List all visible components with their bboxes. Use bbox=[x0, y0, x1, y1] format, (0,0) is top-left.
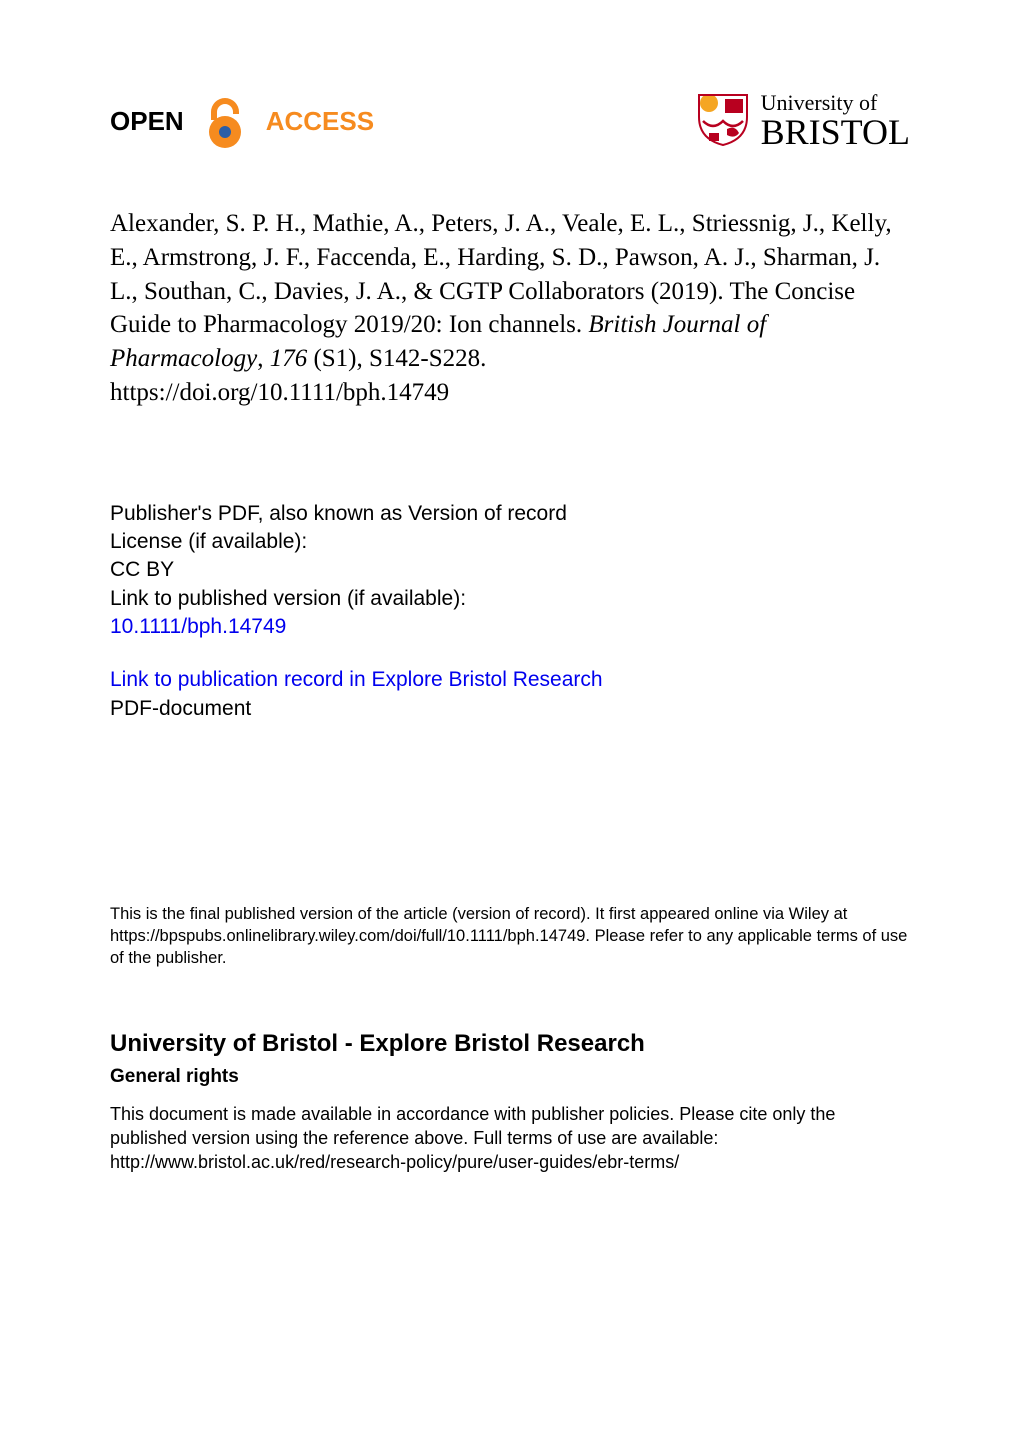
open-text: OPEN bbox=[110, 106, 184, 137]
open-access-logo: OPEN ACCESS bbox=[110, 90, 374, 152]
link-pub-value[interactable]: 10.1111/bph.14749 bbox=[110, 613, 910, 641]
footer-body: This document is made available in accor… bbox=[110, 1102, 910, 1175]
version-block: Publisher's PDF, also known as Version o… bbox=[110, 500, 910, 642]
university-name-block: University of BRISTOL bbox=[761, 91, 910, 152]
citation-block: Alexander, S. P. H., Mathie, A., Peters,… bbox=[110, 207, 910, 410]
header-row: OPEN ACCESS University of BRISTOL bbox=[110, 90, 910, 152]
citation-pages: S142-S228. bbox=[369, 345, 486, 372]
footer-block: University of Bristol - Explore Bristol … bbox=[110, 1030, 910, 1175]
citation-doi-link[interactable]: https://doi.org/10.1111/bph.14749 bbox=[110, 379, 449, 406]
pdf-label: PDF-document bbox=[110, 695, 910, 723]
link-pub-label: Link to published version (if available)… bbox=[110, 585, 910, 613]
university-of-bristol-logo: University of BRISTOL bbox=[695, 91, 910, 152]
publisher-note: This is the final published version of t… bbox=[110, 903, 910, 970]
license-label: License (if available): bbox=[110, 528, 910, 556]
university-line1: University of bbox=[761, 91, 910, 114]
access-text: ACCESS bbox=[266, 106, 374, 137]
open-access-lock-icon bbox=[194, 90, 256, 152]
footer-heading: University of Bristol - Explore Bristol … bbox=[110, 1030, 910, 1058]
citation-year: (2019). bbox=[651, 278, 724, 305]
license-value: CC BY bbox=[110, 556, 910, 584]
university-crest-icon bbox=[695, 91, 751, 147]
footer-subheading: General rights bbox=[110, 1066, 910, 1088]
citation-volume: 176 bbox=[270, 345, 308, 372]
link-record-label[interactable]: Link to publication record in Explore Br… bbox=[110, 666, 910, 694]
university-line2: BRISTOL bbox=[761, 114, 910, 152]
version-label: Publisher's PDF, also known as Version o… bbox=[110, 500, 910, 528]
record-link-block: Link to publication record in Explore Br… bbox=[110, 666, 910, 723]
citation-issue: (S1), bbox=[313, 345, 362, 372]
